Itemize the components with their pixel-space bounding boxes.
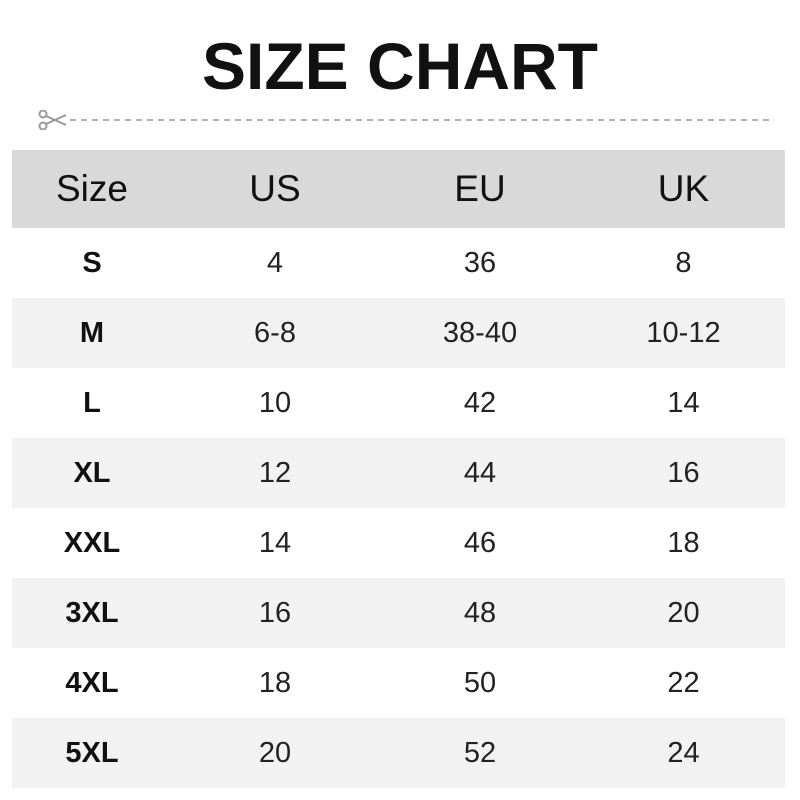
size-table: Size US EU UK S 4 36 8 M 6-8 38-40 10-12 L 10 42 14…	[12, 150, 785, 788]
table-row: S 4 36 8	[12, 228, 785, 298]
size-label-cell: XL	[73, 456, 111, 489]
table-cell: 52	[463, 736, 497, 769]
table-cell: 44	[463, 456, 497, 489]
scissors-icon	[38, 110, 67, 130]
table-cell: 12	[258, 456, 292, 489]
table-row: 3XL 16 48 20	[12, 578, 785, 648]
header-cell: EU	[454, 168, 506, 209]
table-row: L 10 42 14	[12, 368, 785, 438]
table-cell: 20	[258, 736, 292, 769]
table-cell: 16	[667, 456, 700, 489]
table-row: XXL 14 46 18	[12, 508, 785, 578]
header-cell: UK	[657, 168, 710, 209]
table-row: XL 12 44 16	[12, 438, 785, 508]
size-label-cell: M	[79, 316, 105, 349]
table-cell: 18	[667, 526, 700, 559]
table-row: 5XL 20 52 24	[12, 718, 785, 788]
size-label-cell: L	[83, 386, 101, 419]
table-cell: 20	[667, 596, 700, 629]
size-label-cell: 3XL	[65, 596, 119, 629]
table-cell: 48	[463, 596, 497, 629]
table-row: 4XL 18 50 22	[12, 648, 785, 718]
table-cell: 14	[667, 386, 700, 419]
size-label-cell: 5XL	[65, 736, 119, 769]
page-title: SIZE CHART	[202, 29, 598, 103]
cut-line	[38, 110, 771, 130]
table-cell: 6-8	[254, 316, 296, 349]
table-cell: 4	[266, 246, 284, 279]
table-cell: 16	[258, 596, 292, 629]
table-cell: 36	[463, 246, 497, 279]
table-header: Size US EU UK	[12, 150, 785, 228]
table-cell: 50	[463, 666, 497, 699]
table-cell: 18	[258, 666, 292, 699]
table-row: M 6-8 38-40 10-12	[12, 298, 785, 368]
table-cell: 46	[463, 526, 497, 559]
table-cell: 8	[675, 246, 692, 279]
size-label-cell: XXL	[63, 526, 121, 559]
table-cell: 10	[258, 386, 292, 419]
size-label-cell: S	[82, 246, 102, 279]
table-cell: 42	[463, 386, 497, 419]
table-cell: 24	[667, 736, 700, 769]
size-label-cell: 4XL	[65, 666, 119, 699]
header-cell: US	[249, 168, 301, 209]
header-cell: Size	[56, 168, 128, 209]
table-cell: 38-40	[442, 316, 518, 349]
table-cell: 14	[258, 526, 292, 559]
table-cell: 22	[667, 666, 700, 699]
table-cell: 10-12	[646, 316, 721, 349]
